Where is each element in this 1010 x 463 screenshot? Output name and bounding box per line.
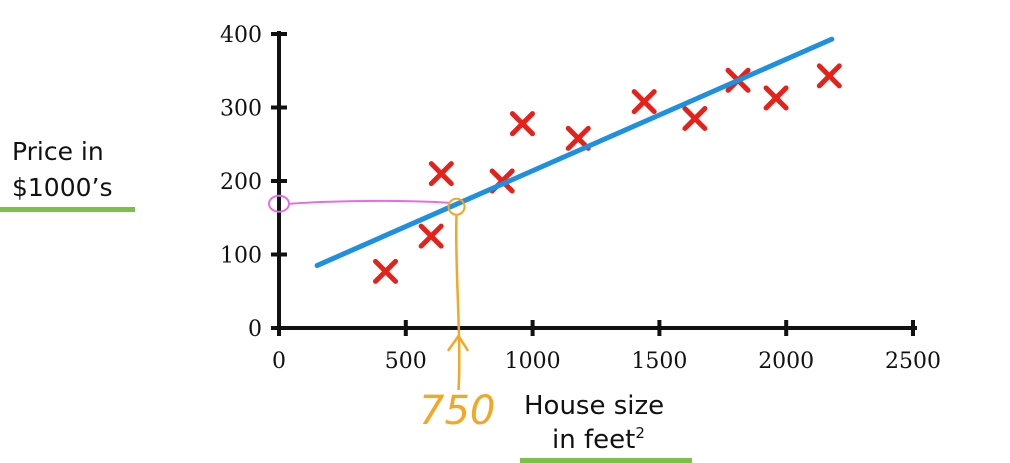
- y-tick-label: 100: [220, 244, 262, 269]
- data-point: [509, 111, 535, 137]
- data-point-stroke: [373, 258, 399, 284]
- ylabel-underline: [0, 207, 135, 212]
- annotation-y-marker: [268, 194, 290, 213]
- data-point: [373, 258, 399, 284]
- data-point-stroke: [509, 111, 535, 137]
- annotation-arrow-shaft: [454, 215, 461, 391]
- y-tick-label: 400: [220, 23, 262, 48]
- y-tick-label: 300: [220, 97, 262, 122]
- xlabel-line-2: in feet2: [552, 424, 645, 455]
- data-points: [373, 63, 842, 284]
- ylabel-line-1: Price in: [12, 137, 104, 166]
- xlabel-line-2-main: in feet: [552, 425, 635, 455]
- data-point-stroke: [816, 63, 842, 89]
- x-tick-label: 1500: [631, 349, 687, 374]
- fit-line-group: [314, 36, 835, 269]
- data-point-stroke: [631, 89, 657, 115]
- annotation-y-guide: [289, 199, 449, 205]
- data-point-stroke: [418, 223, 444, 249]
- data-point: [763, 85, 789, 111]
- annotation-point-marker: [447, 197, 466, 216]
- data-point: [631, 89, 657, 115]
- x-tick-label: 2500: [885, 349, 941, 374]
- annotation-value-label: 750: [419, 388, 495, 434]
- data-point-stroke: [763, 85, 789, 111]
- xlabel-superscript: 2: [635, 424, 645, 442]
- data-point: [428, 161, 454, 187]
- fit-line: [314, 36, 835, 269]
- y-tick-label: 200: [220, 170, 262, 195]
- x-tick-label: 0: [272, 349, 286, 374]
- ticks-group: 0 500 1000 1500 2000 2500 0 100 200 300 400: [220, 23, 941, 374]
- data-point: [418, 223, 444, 249]
- annotation-arrow-head: [447, 333, 469, 352]
- x-tick-label: 1000: [505, 349, 561, 374]
- xlabel-underline: [520, 458, 692, 463]
- data-point-stroke: [682, 106, 708, 132]
- y-tick-label: 0: [248, 317, 262, 342]
- x-tick-label: 500: [385, 349, 427, 374]
- data-point-stroke: [565, 125, 591, 151]
- data-point: [816, 63, 842, 89]
- data-point-stroke: [428, 161, 454, 187]
- ylabel-line-2: $1000’s: [12, 173, 113, 202]
- data-point: [682, 106, 708, 132]
- x-tick-label: 2000: [758, 349, 814, 374]
- annotation-group: [268, 194, 469, 391]
- xlabel-line-1: House size: [524, 391, 664, 421]
